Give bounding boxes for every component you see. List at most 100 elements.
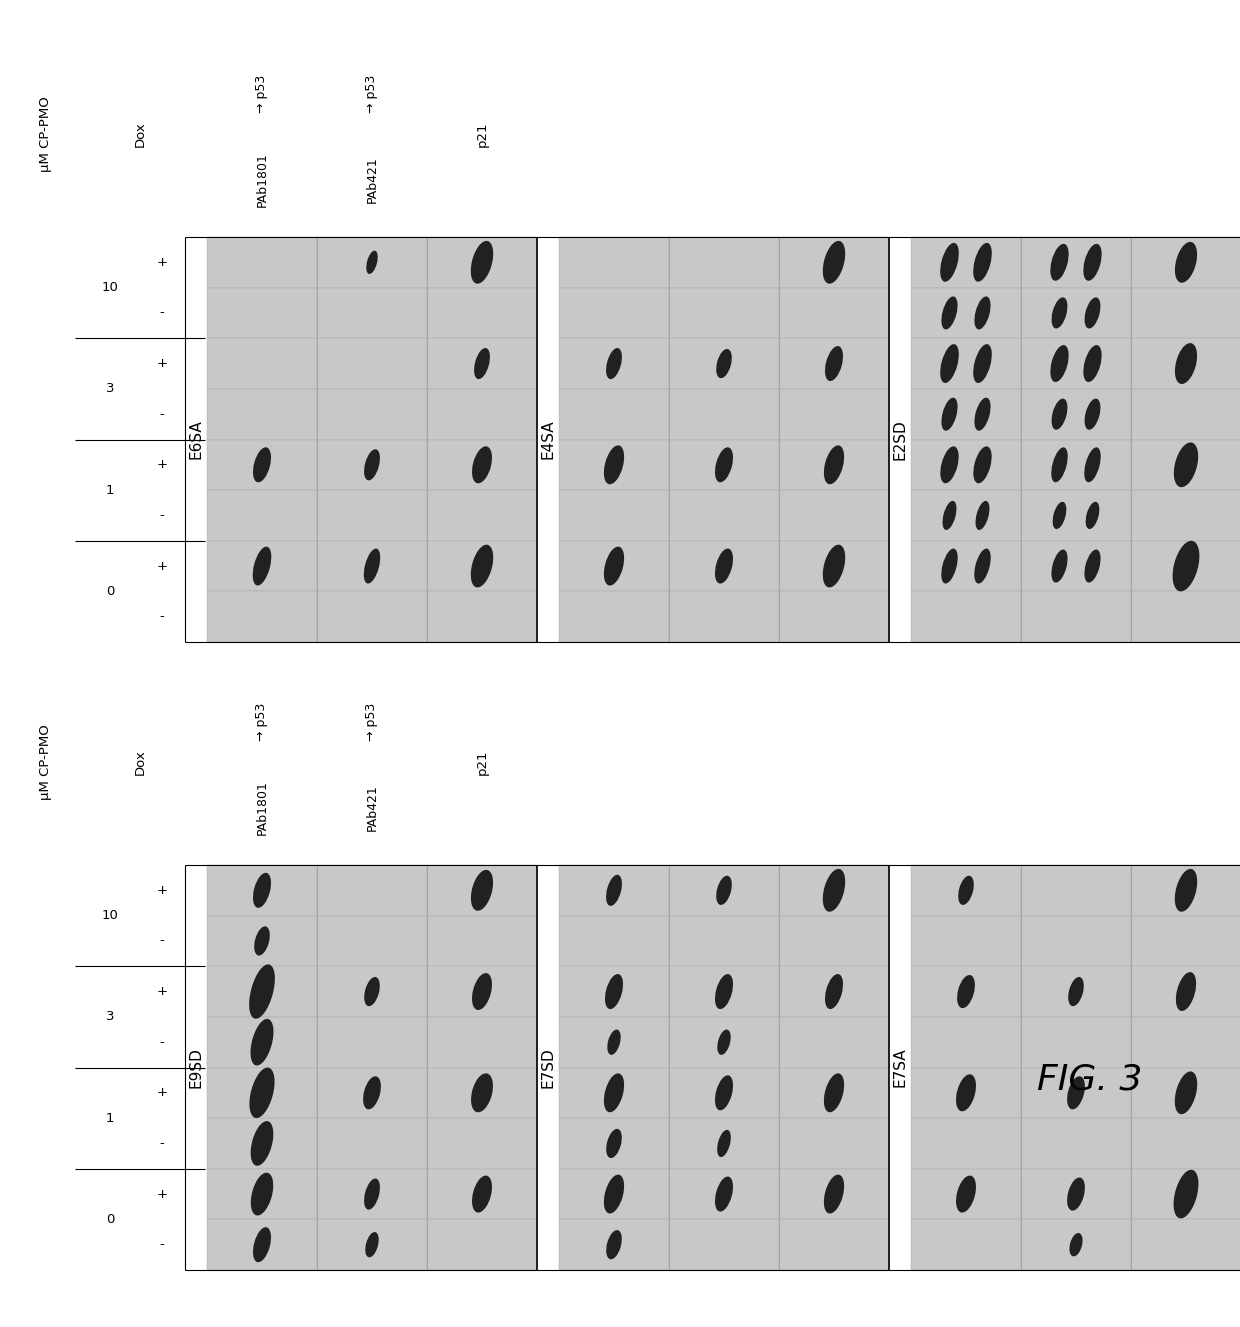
Bar [427,238,537,288]
Ellipse shape [973,446,992,483]
Ellipse shape [1176,973,1197,1011]
Bar [207,1016,317,1067]
Bar [427,540,537,592]
Bar [911,592,1021,642]
Text: +: + [156,256,167,269]
Bar [317,1016,427,1067]
Bar [1131,238,1240,288]
Ellipse shape [823,544,846,588]
Bar [207,389,317,439]
Ellipse shape [715,1177,733,1212]
Text: E6SA: E6SA [188,419,203,459]
Ellipse shape [471,242,494,284]
Bar [317,238,427,288]
Bar [911,490,1021,540]
Bar [317,1220,427,1270]
Bar [427,338,537,389]
Text: PAb421: PAb421 [366,784,378,831]
Ellipse shape [1174,442,1198,487]
Bar [779,439,889,490]
Ellipse shape [250,1121,273,1166]
Text: -: - [160,934,165,947]
Text: E7SA: E7SA [893,1048,908,1087]
Bar [559,1016,670,1067]
Bar [670,439,779,490]
Bar [1021,916,1131,966]
Bar [779,966,889,1016]
Bar [911,1067,1021,1119]
Bar [317,916,427,966]
Bar [427,389,537,439]
Ellipse shape [471,544,494,588]
Bar [427,1220,537,1270]
Bar [1021,490,1131,540]
Text: 0: 0 [105,1213,114,1226]
Bar [1131,1220,1240,1270]
Ellipse shape [365,1178,379,1210]
Bar [317,338,427,389]
Bar [1021,1119,1131,1169]
Ellipse shape [606,1129,621,1158]
Ellipse shape [1086,502,1100,529]
Ellipse shape [1052,398,1068,430]
Text: FIG. 3: FIG. 3 [1038,1063,1143,1097]
Bar [317,865,427,916]
Bar [1131,1067,1240,1119]
Bar [317,966,427,1016]
Ellipse shape [1084,447,1101,482]
Ellipse shape [1052,297,1068,329]
Bar [1021,1169,1131,1220]
Bar [911,1169,1021,1220]
Ellipse shape [254,926,270,955]
Bar [427,1169,537,1220]
Bar [1021,439,1131,490]
Ellipse shape [606,1230,621,1259]
Text: → p53: → p53 [366,702,378,740]
Ellipse shape [471,871,494,910]
Bar [317,490,427,540]
Bar [1131,865,1240,916]
Bar [911,338,1021,389]
Bar [207,1067,317,1119]
Text: 3: 3 [105,1010,114,1023]
Bar [559,540,670,592]
Text: +: + [156,560,167,572]
Bar [779,1016,889,1067]
Bar [779,592,889,642]
Ellipse shape [941,398,957,431]
Ellipse shape [365,977,379,1006]
Bar [559,592,670,642]
Text: 1: 1 [105,1112,114,1124]
Text: +: + [156,458,167,471]
Bar [779,238,889,288]
Bar [670,1220,779,1270]
Text: PAb421: PAb421 [366,157,378,203]
Bar [779,338,889,389]
Bar [1131,592,1240,642]
Ellipse shape [941,548,957,584]
Bar [911,389,1021,439]
Bar [207,288,317,338]
Ellipse shape [717,876,732,905]
Bar [207,490,317,540]
Bar [1131,1169,1240,1220]
Bar [559,1169,670,1220]
Ellipse shape [1176,242,1197,283]
Ellipse shape [1050,345,1069,382]
Text: 1: 1 [105,483,114,496]
Ellipse shape [825,974,843,1009]
Bar [670,288,779,338]
Ellipse shape [973,243,992,281]
Bar [427,1119,537,1169]
Text: +: + [156,357,167,370]
Bar [559,1119,670,1169]
Bar [1131,490,1240,540]
Bar [1021,1067,1131,1119]
Ellipse shape [1174,1071,1197,1115]
Ellipse shape [823,1174,844,1213]
Ellipse shape [975,548,991,584]
Ellipse shape [715,974,733,1009]
Ellipse shape [1068,1076,1085,1109]
Text: PAb1801: PAb1801 [255,780,269,835]
Ellipse shape [253,547,272,585]
